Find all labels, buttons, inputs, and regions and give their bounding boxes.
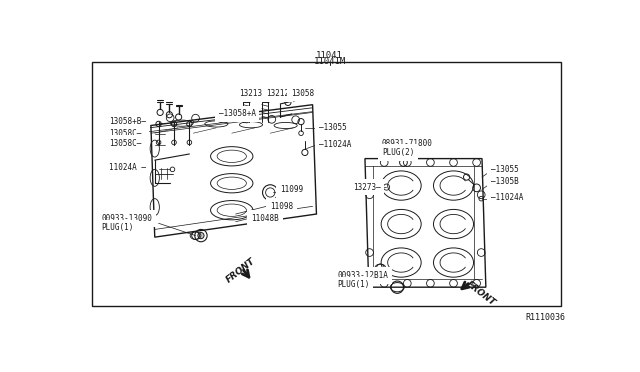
Text: 00933-13090: 00933-13090	[102, 214, 152, 223]
Text: —13058+A: —13058+A	[219, 109, 255, 118]
Text: 11024A —: 11024A —	[109, 163, 147, 172]
Text: 00933-12B1A: 00933-12B1A	[337, 271, 388, 280]
Text: 11041M: 11041M	[314, 57, 346, 66]
Text: 11098: 11098	[270, 202, 293, 211]
Text: —1305B: —1305B	[492, 177, 519, 186]
Text: 11041: 11041	[316, 51, 343, 60]
Text: 13058C—: 13058C—	[109, 139, 141, 148]
Text: —11024A: —11024A	[319, 140, 351, 149]
Text: 13058: 13058	[291, 89, 314, 97]
Text: —11024A: —11024A	[492, 193, 524, 202]
Text: 13213: 13213	[239, 89, 262, 99]
Text: 08931-71800: 08931-71800	[382, 139, 433, 148]
Text: PLUG(1): PLUG(1)	[337, 280, 370, 289]
Text: R1110036: R1110036	[525, 313, 565, 322]
Text: —13055: —13055	[492, 165, 519, 174]
Text: 11099: 11099	[280, 185, 303, 194]
Text: —13055: —13055	[319, 123, 346, 132]
Text: FRONT: FRONT	[464, 279, 497, 308]
Text: FRONT: FRONT	[224, 256, 257, 285]
Circle shape	[198, 232, 204, 239]
Text: 13058C—: 13058C—	[109, 129, 141, 138]
Text: PLUG(2): PLUG(2)	[382, 148, 414, 157]
Bar	[92, 62, 561, 307]
Text: 13212: 13212	[266, 89, 289, 99]
Text: 11048B: 11048B	[251, 214, 279, 223]
Text: 13273—: 13273—	[353, 183, 380, 192]
Text: PLUG(1): PLUG(1)	[102, 224, 134, 232]
Text: 13058+B—: 13058+B—	[109, 117, 147, 126]
